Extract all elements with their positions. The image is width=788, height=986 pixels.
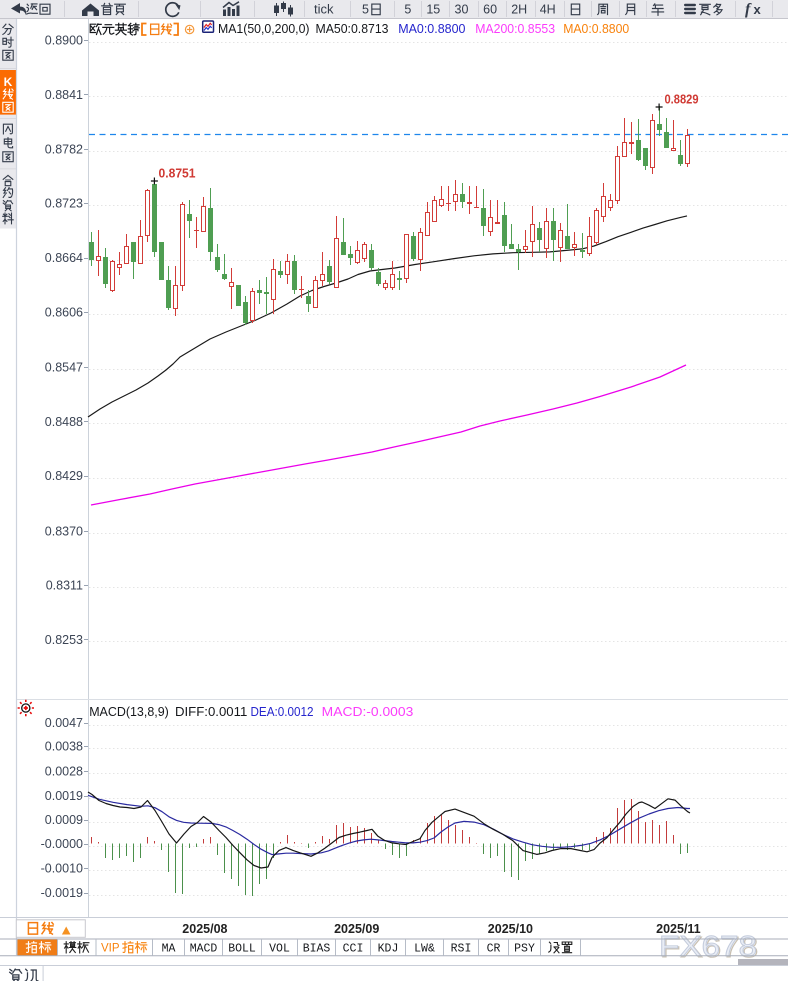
svg-text:MACD:-0.0003: MACD:-0.0003 (322, 705, 414, 719)
svg-text:K: K (4, 75, 13, 89)
svg-text:CR: CR (487, 943, 501, 956)
svg-text:2025/08: 2025/08 (182, 922, 227, 936)
svg-text:0.8900: 0.8900 (45, 34, 83, 48)
svg-text:PSY: PSY (514, 943, 535, 956)
svg-text:0.8253: 0.8253 (45, 633, 83, 647)
svg-text:0.8370: 0.8370 (45, 524, 83, 538)
svg-text:0.8829: 0.8829 (665, 93, 699, 107)
svg-text:-0.0000: -0.0000 (41, 837, 83, 851)
svg-text:0.8841: 0.8841 (45, 88, 83, 102)
svg-text:0.8547: 0.8547 (45, 361, 83, 375)
svg-text:f: f (745, 1, 752, 18)
svg-text:-0.0010: -0.0010 (41, 862, 83, 876)
svg-text:5: 5 (362, 3, 369, 17)
svg-text:0.0019: 0.0019 (45, 789, 83, 803)
svg-text:MA0:0.8800: MA0:0.8800 (563, 22, 629, 36)
svg-text:0.8429: 0.8429 (45, 469, 83, 483)
svg-text:x: x (754, 2, 762, 17)
svg-text:2025/10: 2025/10 (488, 922, 533, 936)
svg-text:MACD: MACD (190, 943, 218, 956)
svg-text:60: 60 (483, 3, 497, 17)
svg-text:0.0009: 0.0009 (45, 813, 83, 827)
svg-text:RSI: RSI (451, 943, 472, 956)
svg-text:BOLL: BOLL (228, 943, 256, 956)
svg-text:MA50:0.8713: MA50:0.8713 (316, 22, 389, 36)
svg-text:FX678: FX678 (659, 931, 757, 963)
svg-text:0.0028: 0.0028 (45, 765, 83, 779)
svg-text:4H: 4H (540, 3, 556, 17)
svg-text:0.0047: 0.0047 (45, 716, 83, 730)
svg-text:VIP: VIP (101, 943, 120, 955)
svg-text:0.8606: 0.8606 (45, 305, 83, 319)
svg-text:DIFF:0.0011: DIFF:0.0011 (175, 705, 247, 719)
svg-text:0.8723: 0.8723 (45, 197, 83, 211)
svg-text:2025/09: 2025/09 (334, 922, 379, 936)
svg-text:tick: tick (314, 2, 334, 17)
svg-text:0.8751: 0.8751 (159, 167, 196, 181)
svg-text:2025/11: 2025/11 (656, 922, 701, 936)
svg-text:CCI: CCI (343, 943, 364, 956)
svg-text:5: 5 (404, 3, 411, 17)
svg-text:0.8782: 0.8782 (45, 142, 83, 156)
svg-text:BIAS: BIAS (303, 943, 331, 956)
svg-text:0.8488: 0.8488 (45, 415, 83, 429)
svg-text:2H: 2H (511, 3, 527, 17)
svg-text:MA0:0.8800: MA0:0.8800 (398, 22, 465, 36)
svg-text:0.8311: 0.8311 (46, 579, 83, 593)
svg-text:DEA:0.0012: DEA:0.0012 (251, 705, 314, 719)
svg-text:MA1(50,0,200,0): MA1(50,0,200,0) (218, 22, 310, 36)
svg-text:-0.0019: -0.0019 (41, 886, 83, 900)
svg-text:VOL: VOL (269, 943, 290, 956)
svg-text:0.8664: 0.8664 (45, 251, 83, 265)
svg-text:0.0038: 0.0038 (45, 739, 83, 753)
svg-text:15: 15 (426, 3, 440, 17)
svg-text:MA200:0.8553: MA200:0.8553 (475, 22, 555, 36)
svg-text:MACD(13,8,9): MACD(13,8,9) (89, 705, 169, 719)
svg-text:KDJ: KDJ (378, 943, 399, 956)
svg-text:MA: MA (162, 943, 176, 956)
svg-text:30: 30 (455, 3, 469, 17)
svg-text:LW&: LW& (414, 943, 435, 956)
